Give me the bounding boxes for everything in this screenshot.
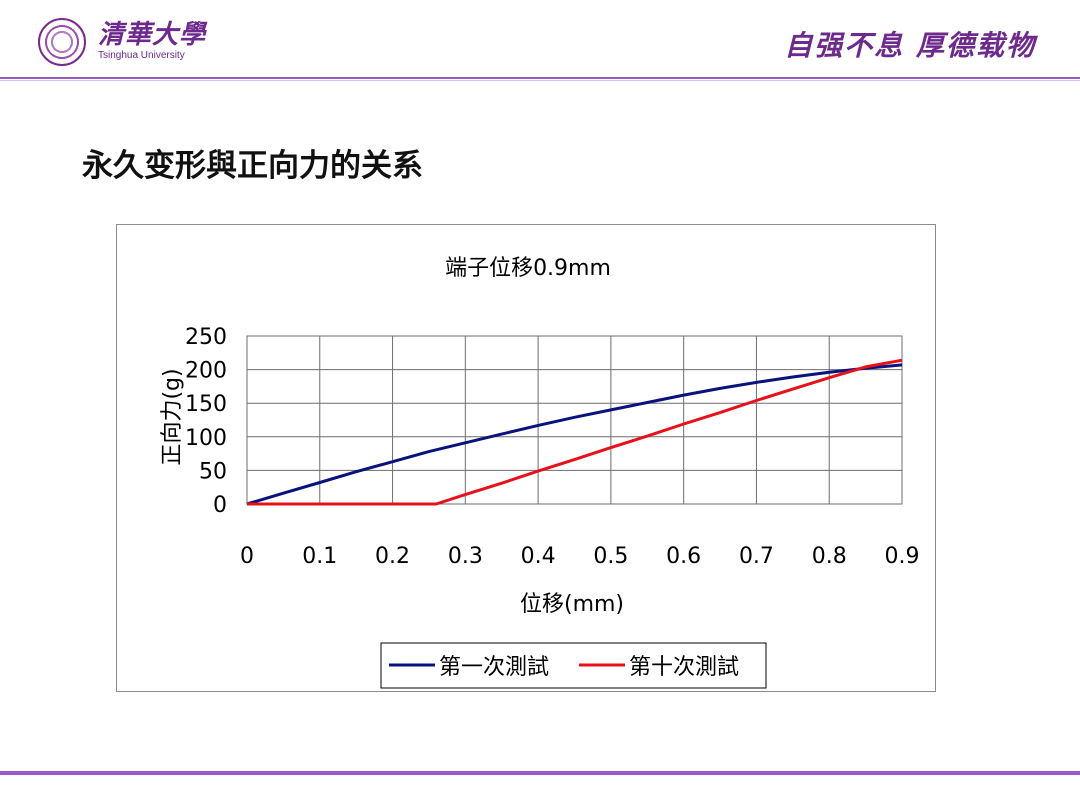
x-tick-label: 0.1 xyxy=(302,544,337,569)
x-tick-label: 0 xyxy=(240,544,254,569)
footer-divider xyxy=(0,771,1080,775)
legend-box xyxy=(380,642,767,689)
legend-label-series-1: 第一次測試 xyxy=(439,655,549,680)
chart-series xyxy=(246,358,903,506)
university-logo-english: Tsinghua University xyxy=(98,50,185,61)
y-tick-label: 0 xyxy=(213,493,227,518)
x-tick-label: 0.8 xyxy=(812,544,847,569)
university-seal-icon xyxy=(38,18,86,66)
chart-frame: 端子位移0.9mm 0 50 100 150 200 250 0 0.1 0.2 0.3 0.4 0… xyxy=(116,224,936,692)
x-axis-label: 位移(mm) xyxy=(520,592,624,617)
legend-label-series-2: 第十次測試 xyxy=(629,655,739,680)
plot-area xyxy=(246,335,903,505)
slide-header: 清華大學 Tsinghua University 自强不息 厚德载物 xyxy=(0,0,1080,80)
x-tick-label: 0.4 xyxy=(521,544,556,569)
series-line-1 xyxy=(246,363,903,506)
y-tick-label: 50 xyxy=(199,459,227,484)
y-tick-label: 100 xyxy=(185,426,227,451)
x-tick-label: 0.2 xyxy=(375,544,410,569)
y-axis-label: 正向力(g) xyxy=(160,368,185,465)
y-tick-label: 150 xyxy=(185,392,227,417)
x-tick-label: 0.9 xyxy=(885,544,920,569)
series-line-2 xyxy=(247,358,903,506)
university-motto: 自强不息 厚德载物 xyxy=(784,29,1036,62)
university-logo-text: 清華大學 xyxy=(98,20,207,50)
chart-title: 端子位移0.9mm xyxy=(445,256,611,281)
chart-grid xyxy=(246,335,903,505)
header-divider-light xyxy=(0,80,1080,81)
x-tick-label: 0.3 xyxy=(448,544,483,569)
x-tick-label: 0.5 xyxy=(593,544,628,569)
y-tick-label: 200 xyxy=(185,359,227,384)
y-tick-label: 250 xyxy=(185,325,227,350)
y-axis-ticks: 0 50 100 150 200 250 xyxy=(185,325,227,518)
header-divider xyxy=(0,77,1080,79)
chart-legend: 第一次測試 第十次測試 xyxy=(380,642,767,689)
x-tick-label: 0.6 xyxy=(666,544,701,569)
x-tick-label: 0.7 xyxy=(739,544,774,569)
slide-title: 永久变形與正向力的关系 xyxy=(82,148,423,184)
x-axis-ticks: 0 0.1 0.2 0.3 0.4 0.5 0.6 0.7 0.8 0.9 xyxy=(240,544,920,569)
